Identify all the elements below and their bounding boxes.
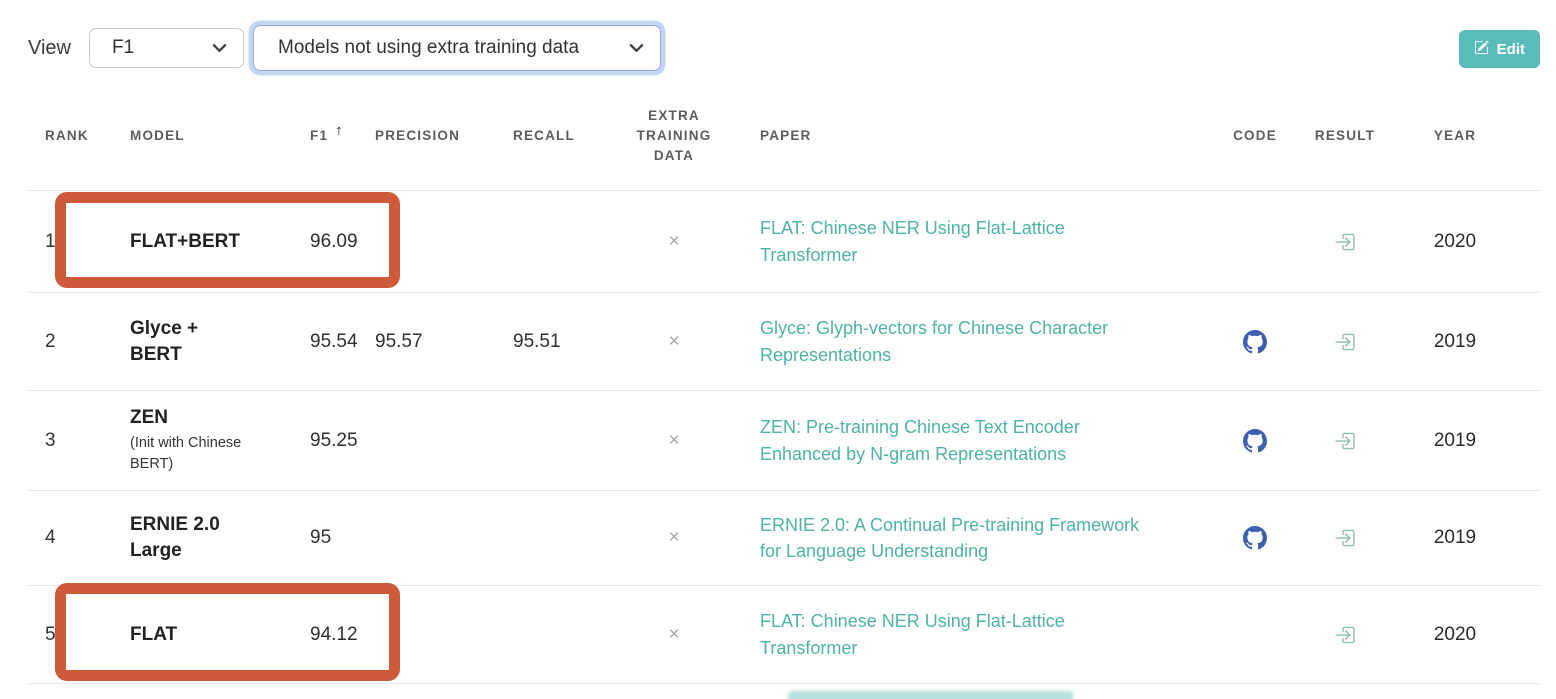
table-row: 1 FLAT+BERT 96.09 × FLAT: Chinese NER Us… bbox=[28, 190, 1540, 292]
github-icon[interactable] bbox=[1243, 526, 1267, 550]
header-code[interactable]: Code bbox=[1233, 127, 1277, 143]
code-cell bbox=[1215, 428, 1295, 453]
extra-training-data-cell: × bbox=[668, 230, 680, 252]
github-icon[interactable] bbox=[1243, 428, 1267, 453]
ascending-arrow-icon: ↑ bbox=[335, 121, 343, 139]
f1-cell: 95.54 bbox=[310, 330, 358, 352]
table-row: 3 ZEN (Init with Chinese BERT) 95.25 × Z… bbox=[28, 390, 1540, 490]
partial-next-row bbox=[28, 683, 1540, 699]
header-model[interactable]: Model bbox=[130, 127, 185, 143]
paper-cell: ERNIE 2.0: A Continual Pre-training Fram… bbox=[745, 512, 1215, 564]
edit-button[interactable]: Edit bbox=[1458, 30, 1540, 68]
year-cell: 2019 bbox=[1433, 429, 1477, 451]
f1-cell: 94.12 bbox=[310, 623, 358, 645]
rank-cell: 5 bbox=[45, 623, 56, 645]
box-arrow-in-right-icon[interactable] bbox=[1334, 231, 1356, 253]
extra-training-data-cell: × bbox=[668, 527, 680, 548]
model-name: FLAT bbox=[130, 623, 178, 645]
table-header-row: Rank Model F1 ↑ Precision Recall Extra T… bbox=[28, 82, 1540, 190]
pencil-square-icon bbox=[1474, 39, 1489, 59]
chevron-down-icon bbox=[629, 37, 644, 59]
year-cell: 2020 bbox=[1433, 230, 1477, 252]
result-cell bbox=[1295, 624, 1395, 646]
box-arrow-in-right-icon[interactable] bbox=[1334, 430, 1356, 452]
code-cell bbox=[1215, 526, 1295, 550]
box-arrow-in-right-icon[interactable] bbox=[1334, 331, 1356, 353]
paper-cell: FLAT: Chinese NER Using Flat-Lattice Tra… bbox=[745, 215, 1215, 267]
f1-cell: 95.25 bbox=[310, 429, 358, 451]
edit-button-label: Edit bbox=[1496, 40, 1525, 58]
model-cell: FLAT bbox=[130, 622, 310, 648]
result-cell bbox=[1295, 527, 1395, 549]
table-row: 4 ERNIE 2.0 Large 95 × ERNIE 2.0: A Cont… bbox=[28, 490, 1540, 585]
year-cell: 2020 bbox=[1433, 623, 1477, 645]
model-note: (Init with Chinese BERT) bbox=[130, 434, 242, 473]
rank-cell: 3 bbox=[45, 429, 56, 451]
rank-cell: 1 bbox=[45, 230, 56, 252]
model-name: ZEN bbox=[130, 406, 168, 428]
header-result[interactable]: Result bbox=[1314, 127, 1376, 143]
paper-cell: ZEN: Pre-training Chinese Text Encoder E… bbox=[745, 414, 1215, 466]
model-cell: FLAT+BERT bbox=[130, 229, 310, 255]
extra-training-data-cell: × bbox=[668, 623, 680, 645]
result-cell bbox=[1295, 430, 1395, 452]
header-paper[interactable]: Paper bbox=[760, 127, 812, 143]
paper-cell: Glyce: Glyph-vectors for Chinese Charact… bbox=[745, 315, 1215, 367]
metric-select-value: F1 bbox=[112, 37, 135, 58]
view-label: View bbox=[28, 36, 71, 59]
result-cell bbox=[1295, 331, 1395, 353]
model-cell: Glyce + BERT bbox=[130, 316, 310, 367]
paper-cell: FLAT: Chinese NER Using Flat-Lattice Tra… bbox=[745, 608, 1215, 660]
recall-cell: 95.51 bbox=[513, 330, 561, 352]
year-cell: 2019 bbox=[1433, 330, 1477, 352]
model-name: Glyce + BERT bbox=[130, 317, 199, 365]
box-arrow-in-right-icon[interactable] bbox=[1334, 527, 1356, 549]
table-row: 2 Glyce + BERT 95.54 95.57 95.51 × Glyce… bbox=[28, 292, 1540, 390]
extra-training-data-cell: × bbox=[668, 429, 680, 451]
header-precision[interactable]: Precision bbox=[375, 127, 461, 143]
header-extra-training-data[interactable]: Extra Training Data bbox=[636, 107, 712, 164]
partial-paper-link bbox=[788, 691, 1073, 699]
leaderboard-table: Rank Model F1 ↑ Precision Recall Extra T… bbox=[0, 82, 1556, 699]
header-year[interactable]: Year bbox=[1433, 127, 1477, 143]
model-name: ERNIE 2.0 Large bbox=[130, 514, 220, 561]
paper-link[interactable]: Glyce: Glyph-vectors for Chinese Charact… bbox=[760, 318, 1109, 365]
header-recall[interactable]: Recall bbox=[513, 127, 575, 143]
f1-cell: 96.09 bbox=[310, 230, 358, 252]
rank-cell: 2 bbox=[45, 330, 56, 352]
table-row: 5 FLAT 94.12 × FLAT: Chinese NER Using F… bbox=[28, 585, 1540, 683]
filter-select[interactable]: Models not using extra training data bbox=[253, 25, 661, 71]
code-cell bbox=[1215, 329, 1295, 354]
f1-cell: 95 bbox=[310, 527, 332, 548]
header-f1[interactable]: F1 ↑ bbox=[310, 121, 343, 143]
paper-link[interactable]: ERNIE 2.0: A Continual Pre-training Fram… bbox=[760, 514, 1140, 561]
filter-select-value: Models not using extra training data bbox=[278, 37, 580, 58]
metric-select[interactable]: F1 bbox=[89, 28, 244, 68]
model-name: FLAT+BERT bbox=[130, 230, 240, 252]
model-cell: ERNIE 2.0 Large bbox=[130, 512, 310, 563]
box-arrow-in-right-icon[interactable] bbox=[1334, 624, 1356, 646]
github-icon[interactable] bbox=[1243, 329, 1267, 354]
header-rank[interactable]: Rank bbox=[45, 127, 89, 143]
paper-link[interactable]: ZEN: Pre-training Chinese Text Encoder E… bbox=[760, 417, 1080, 464]
toolbar: View F1 Models not using extra training … bbox=[0, 0, 1556, 72]
rank-cell: 4 bbox=[45, 527, 56, 548]
model-cell: ZEN (Init with Chinese BERT) bbox=[130, 405, 310, 476]
extra-training-data-cell: × bbox=[668, 330, 680, 352]
paper-link[interactable]: FLAT: Chinese NER Using Flat-Lattice Tra… bbox=[760, 611, 1065, 658]
chevron-down-icon bbox=[212, 37, 227, 59]
paper-link[interactable]: FLAT: Chinese NER Using Flat-Lattice Tra… bbox=[760, 218, 1065, 265]
year-cell: 2019 bbox=[1433, 527, 1477, 548]
precision-cell: 95.57 bbox=[375, 330, 423, 352]
result-cell bbox=[1295, 231, 1395, 253]
